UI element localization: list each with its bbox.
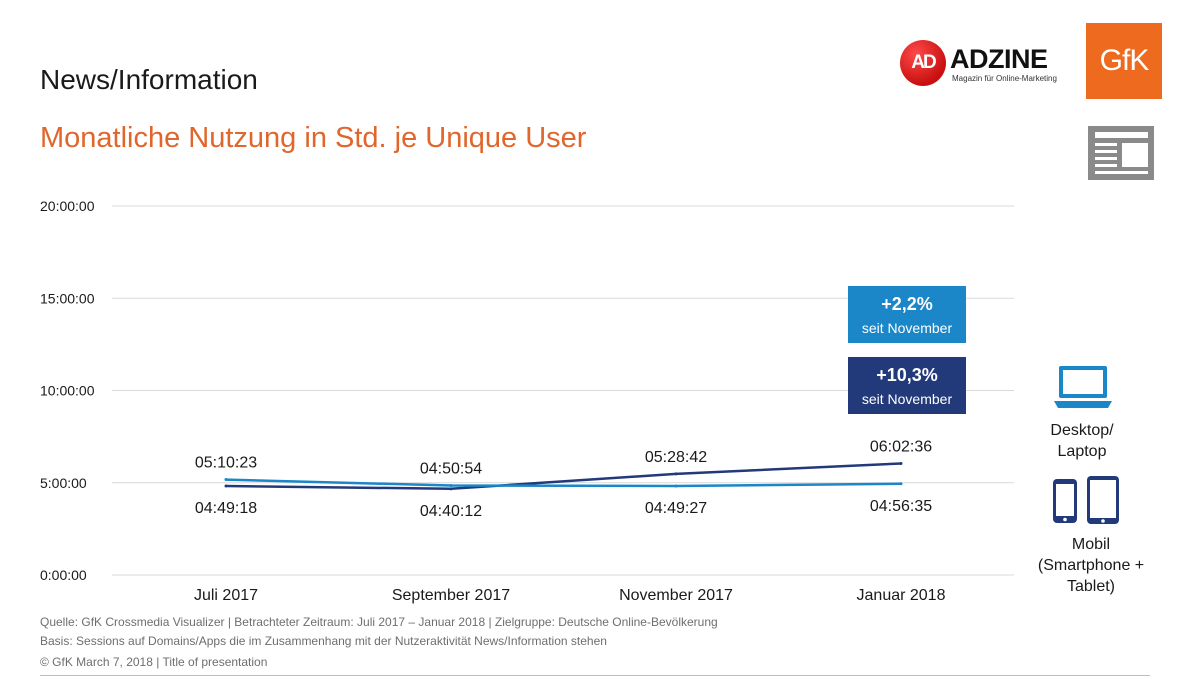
data-label: 04:49:18 <box>195 500 257 517</box>
data-point <box>224 484 228 488</box>
desktop-change-sub: seit November <box>861 391 953 407</box>
legend-mobile-line2: (Smartphone + <box>1037 557 1145 574</box>
y-tick-label: 0:00:00 <box>40 567 87 583</box>
adzine-logo: AD ADZINE Magazin für Online-Marketing <box>900 38 1057 92</box>
laptop-icon <box>1054 366 1112 408</box>
legend-mobile-line1: Mobil <box>1071 536 1111 553</box>
data-label: 04:50:54 <box>420 461 482 478</box>
gfk-logo: GfK <box>1086 23 1162 99</box>
legend-mobile-line3: Tablet) <box>1066 578 1116 595</box>
legend-mobile-label: Mobil (Smartphone + Tablet) <box>1026 534 1156 597</box>
desktop-change-badge: +10,3% seit November <box>848 357 966 414</box>
data-label: 04:49:27 <box>645 500 707 517</box>
data-point <box>899 462 903 466</box>
chart-title: Monatliche Nutzung in Std. je Unique Use… <box>40 122 587 154</box>
legend-desktop-label: Desktop/ Laptop <box>1036 420 1128 462</box>
series-line <box>225 462 902 491</box>
footer-source: Quelle: GfK Crossmedia Visualizer | Betr… <box>40 615 718 629</box>
y-tick-label: 15:00:00 <box>40 290 95 306</box>
data-point <box>449 484 453 488</box>
mobile-change-value: +2,2% <box>881 294 933 314</box>
data-point <box>899 482 903 486</box>
x-tick-label: September 2017 <box>392 587 510 604</box>
mobile-change-badge: +2,2% seit November <box>848 286 966 343</box>
x-tick-label: November 2017 <box>619 587 733 604</box>
data-point <box>674 472 678 476</box>
footer-basis: Basis: Sessions auf Domains/Apps die im … <box>40 634 607 648</box>
x-tick-label: Januar 2018 <box>857 587 946 604</box>
data-point <box>449 487 453 491</box>
adzine-tagline: Magazin für Online-Marketing <box>952 74 1057 83</box>
data-label: 06:02:36 <box>870 439 932 456</box>
y-tick-label: 20:00:00 <box>40 198 95 214</box>
footer-copyright: © GfK March 7, 2018 | Title of presentat… <box>40 655 268 669</box>
footer-divider <box>40 675 1150 676</box>
data-point <box>224 478 228 482</box>
data-label: 05:28:42 <box>645 449 707 466</box>
page-title: News/Information <box>40 64 258 95</box>
mobile-change-sub: seit November <box>861 320 953 336</box>
data-label: 05:10:23 <box>195 455 257 472</box>
legend-desktop-line2: Laptop <box>1057 443 1107 460</box>
legend-desktop-line1: Desktop/ <box>1050 422 1114 439</box>
adzine-wordmark: ADZINE <box>950 44 1048 74</box>
y-tick-label: 5:00:00 <box>40 475 87 491</box>
desktop-change-value: +10,3% <box>876 365 938 385</box>
y-tick-label: 10:00:00 <box>40 383 95 399</box>
data-point <box>674 484 678 488</box>
newspaper-icon <box>1088 126 1154 180</box>
x-tick-label: Juli 2017 <box>194 587 258 604</box>
adzine-mark: AD <box>900 40 946 86</box>
series-line <box>225 478 902 488</box>
smartphone-icon <box>1053 479 1077 523</box>
line-chart: 0:00:00 5:00:00 10:00:00 15:00:00 20:00:00 Ju… <box>40 198 1014 604</box>
data-label: 04:56:35 <box>870 498 932 515</box>
data-label: 04:40:12 <box>420 503 482 520</box>
tablet-icon <box>1087 476 1119 524</box>
